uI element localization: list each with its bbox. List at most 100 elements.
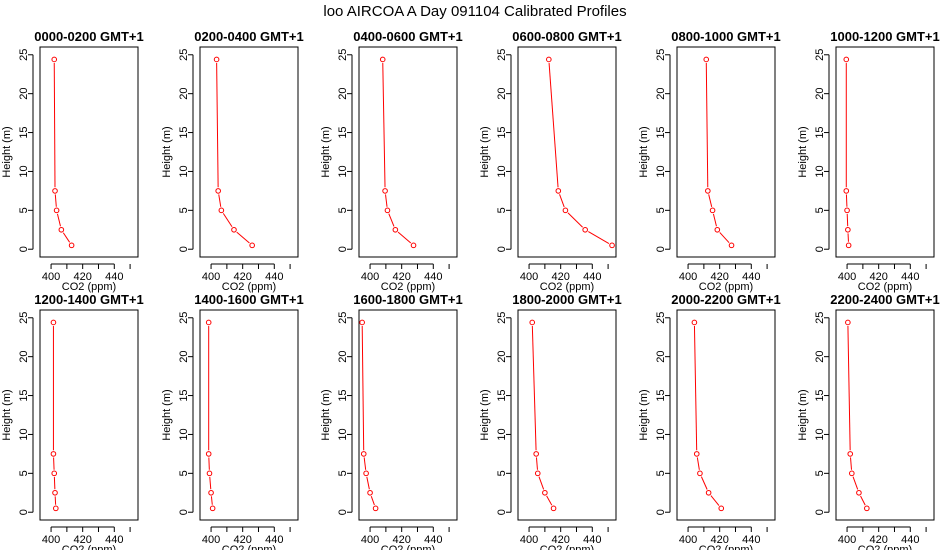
x-tick-label: 400: [679, 534, 697, 546]
data-point: [360, 451, 367, 457]
data-point: [609, 242, 615, 249]
y-tick-label: 10: [814, 428, 826, 440]
profile-line-segment: [56, 213, 61, 227]
y-tick-label: 15: [496, 126, 508, 138]
y-tick-label: 5: [496, 470, 508, 476]
data-point: [205, 451, 212, 457]
profile-line-segment: [567, 212, 583, 228]
y-axis-label: Height (m): [320, 389, 332, 440]
y-tick-label: 15: [337, 126, 349, 138]
y-tick-label: 5: [178, 470, 190, 476]
data-point: [68, 242, 75, 249]
panel-title: 1800-2000 GMT+1: [512, 292, 621, 307]
x-tick-label: 420: [73, 534, 91, 546]
x-tick-label: 400: [838, 271, 856, 283]
y-tick-label: 15: [814, 389, 826, 401]
profile-line-segment: [382, 63, 386, 188]
data-point: [697, 470, 703, 477]
data-point: [703, 56, 710, 63]
data-point: [582, 226, 588, 233]
y-tick-label: 10: [18, 428, 30, 440]
data-point: [58, 226, 65, 233]
data-point: [249, 242, 255, 249]
plot-frame: [39, 46, 139, 258]
profile-line-segment: [366, 476, 370, 490]
y-tick-label: 10: [18, 165, 30, 177]
data-point: [205, 319, 212, 326]
plot-frame: [358, 309, 458, 521]
data-point: [50, 451, 57, 457]
y-tick-label: 15: [655, 126, 667, 138]
x-axis-label: CO2 (ppm): [62, 281, 116, 293]
y-tick-label: 20: [337, 351, 349, 363]
y-tick-label: 5: [814, 207, 826, 213]
profile-line-segment: [847, 326, 851, 451]
data-point: [363, 470, 369, 477]
data-point: [546, 56, 552, 63]
profile-line-segment: [693, 326, 698, 451]
y-tick-label: 20: [496, 351, 508, 363]
y-tick-label: 25: [814, 49, 826, 61]
y-tick-label: 5: [655, 470, 667, 476]
panel-title: 0600-0800 GMT+1: [512, 29, 621, 44]
data-point: [693, 451, 700, 457]
y-tick-label: 5: [178, 207, 190, 213]
x-axis-label: CO2 (ppm): [222, 544, 276, 550]
y-axis-label: Height (m): [638, 389, 650, 440]
y-axis-label: Height (m): [479, 389, 491, 440]
plot-frame: [676, 309, 776, 521]
x-tick-label: 400: [202, 534, 220, 546]
data-point: [51, 470, 58, 477]
profile-line-segment: [710, 495, 720, 506]
x-tick-label: 440: [424, 271, 442, 283]
data-point: [372, 505, 379, 512]
profile-line-segment: [712, 213, 717, 227]
data-point: [728, 242, 735, 249]
x-tick-label: 420: [392, 271, 410, 283]
x-tick-label: 420: [233, 534, 251, 546]
data-point: [845, 242, 852, 249]
profile-line-segment: [852, 476, 859, 490]
y-tick-label: 25: [655, 49, 667, 61]
x-tick-label: 400: [520, 271, 538, 283]
profile-line-segment: [548, 62, 559, 188]
data-point: [718, 505, 725, 512]
data-point: [534, 470, 541, 477]
plot-frame: [835, 309, 935, 521]
y-tick-label: 20: [655, 351, 667, 363]
y-axis-label: Height (m): [638, 126, 650, 177]
panel-title: 2000-2200 GMT+1: [671, 292, 780, 307]
x-axis-label: CO2 (ppm): [699, 544, 753, 550]
data-point: [213, 56, 220, 63]
x-tick-label: 400: [838, 534, 856, 546]
y-tick-label: 0: [814, 246, 826, 252]
data-point: [849, 470, 855, 477]
data-point: [843, 188, 850, 194]
y-axis-label: Height (m): [479, 126, 491, 177]
profile-line-segment: [209, 476, 212, 490]
y-tick-label: 20: [337, 88, 349, 100]
y-tick-label: 25: [496, 312, 508, 324]
data-point: [215, 188, 221, 194]
x-axis-label: CO2 (ppm): [858, 281, 912, 293]
data-point: [51, 56, 58, 63]
data-point: [52, 489, 58, 496]
profile-line-segment: [218, 194, 222, 207]
figure-title: loo AIRCOA A Day 091104 Calibrated Profi…: [323, 3, 626, 20]
x-tick-label: 420: [392, 534, 410, 546]
x-tick-label: 440: [901, 534, 919, 546]
profile-line-segment: [363, 457, 367, 470]
data-point: [555, 188, 562, 194]
profile-line-segment: [535, 457, 538, 470]
x-tick-label: 420: [869, 271, 887, 283]
y-axis-label: Height (m): [320, 126, 332, 177]
profile-line-segment: [588, 231, 610, 244]
